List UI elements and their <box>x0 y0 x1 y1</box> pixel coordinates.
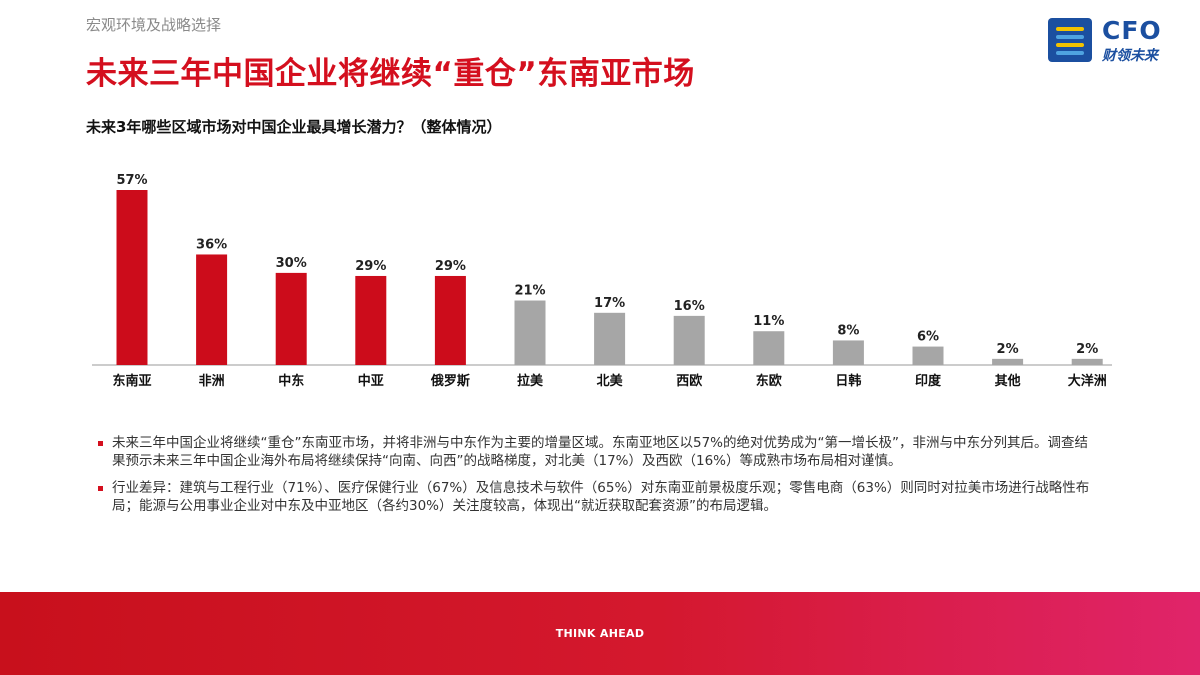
category-label: 非洲 <box>199 373 225 389</box>
value-label: 11% <box>753 314 784 329</box>
value-label: 2% <box>997 342 1019 357</box>
footer-text: THINK AHEAD <box>555 627 645 640</box>
bar-中亚 <box>355 275 387 365</box>
bar-中东 <box>275 272 307 365</box>
bar-日韩 <box>832 340 864 365</box>
category-label: 大洋洲 <box>1068 373 1107 389</box>
chart-title: 未来3年哪些区域市场对中国企业最具增长潜力？（整体情况） <box>86 118 502 136</box>
value-label: 30% <box>276 256 307 271</box>
note-item: 行业差异：建筑与工程行业（71%）、医疗保健行业（67%）及信息技术与软件（65… <box>98 479 1098 515</box>
bar-大洋洲 <box>1071 358 1103 365</box>
category-label: 东南亚 <box>112 373 151 389</box>
bar-俄罗斯 <box>434 275 466 365</box>
value-label: 8% <box>837 323 859 338</box>
bar-东欧 <box>753 331 785 365</box>
bar-印度 <box>912 346 944 365</box>
category-label: 俄罗斯 <box>430 373 470 389</box>
category-label: 中亚 <box>358 373 384 389</box>
value-label: 29% <box>435 259 466 274</box>
logo-cfo-text: CFO <box>1102 16 1162 45</box>
logo-mark-icon <box>1048 18 1092 62</box>
category-label: 东欧 <box>756 373 782 389</box>
category-label: 中东 <box>278 373 304 389</box>
value-label: 6% <box>917 330 939 345</box>
bar-非洲 <box>196 254 228 365</box>
category-label: 西欧 <box>676 373 702 389</box>
footer-banner: THINK AHEAD <box>0 592 1200 675</box>
category-label: 印度 <box>915 373 942 389</box>
note-item: 未来三年中国企业将继续“重仓”东南亚市场，并将非洲与中东作为主要的增量区域。东南… <box>98 434 1098 470</box>
notes-list: 未来三年中国企业将继续“重仓”东南亚市场，并将非洲与中东作为主要的增量区域。东南… <box>98 434 1098 524</box>
page-title: 未来三年中国企业将继续“重仓”东南亚市场 <box>86 56 695 92</box>
value-label: 36% <box>196 237 227 252</box>
bar-其他 <box>992 358 1024 365</box>
cfo-logo: CFO 财领未来 <box>1048 16 1188 66</box>
category-label: 拉美 <box>517 373 544 389</box>
value-label: 2% <box>1076 342 1098 357</box>
bar-北美 <box>594 312 626 365</box>
value-label: 29% <box>355 259 386 274</box>
category-label: 日韩 <box>835 373 861 389</box>
value-label: 57% <box>116 173 147 188</box>
bar-chart: 57% 东南亚 36% 非洲 30% 中东 29% 中亚 29% 俄罗斯 21% 拉美 17% 北美 16%… <box>92 173 1112 389</box>
value-label: 17% <box>594 296 625 311</box>
value-label: 16% <box>674 299 705 314</box>
bar-东南亚 <box>116 190 148 365</box>
value-label: 21% <box>514 284 545 299</box>
bar-西欧 <box>673 315 705 365</box>
category-label: 北美 <box>597 373 624 389</box>
section-label: 宏观环境及战略选择 <box>86 16 222 34</box>
category-label: 其他 <box>995 373 1021 389</box>
logo-sub-text: 财领未来 <box>1102 48 1158 64</box>
bar-拉美 <box>514 300 546 365</box>
